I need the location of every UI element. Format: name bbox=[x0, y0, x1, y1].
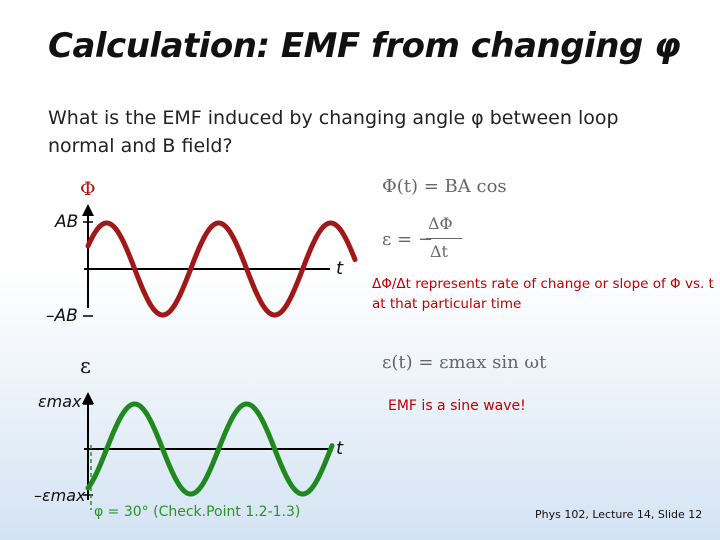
fraction-bar bbox=[426, 238, 462, 239]
flux-equation: Φ(t) = BA cos bbox=[382, 176, 507, 197]
top-y-max-label: AB bbox=[55, 212, 79, 232]
bottom-y-arrow bbox=[82, 392, 94, 404]
top-x-label: t bbox=[336, 258, 344, 279]
bottom-x-label: t bbox=[336, 438, 344, 459]
bottom-y-symbol: ε bbox=[80, 354, 91, 378]
sine-equation: ε(t) = εmax sin ωt bbox=[382, 352, 547, 373]
top-y-symbol: Φ bbox=[80, 178, 96, 200]
bottom-y-max-label: εmax bbox=[38, 392, 82, 411]
bottom-y-min-label: –εmax bbox=[34, 486, 86, 505]
emf-denominator: Δt bbox=[430, 242, 448, 261]
emf-lhs: ε = − bbox=[382, 229, 433, 250]
top-y-arrow bbox=[82, 204, 94, 216]
emf-numerator: ΔΦ bbox=[428, 214, 453, 233]
phase-label: φ = 30° (Check.Point 1.2-1.3) bbox=[94, 504, 301, 520]
flux-curve bbox=[85, 220, 358, 318]
top-y-min-label: –AB bbox=[46, 306, 78, 326]
sine-note: EMF is a sine wave! bbox=[388, 398, 526, 414]
slope-note: ΔΦ/Δt represents rate of change or slope… bbox=[372, 276, 714, 312]
slide-footer: Phys 102, Lecture 14, Slide 12 bbox=[535, 508, 703, 521]
question-text: What is the EMF induced by changing angl… bbox=[48, 107, 619, 157]
slide-title: Calculation: EMF from changing φ bbox=[48, 26, 681, 66]
emf-curve bbox=[85, 401, 335, 497]
